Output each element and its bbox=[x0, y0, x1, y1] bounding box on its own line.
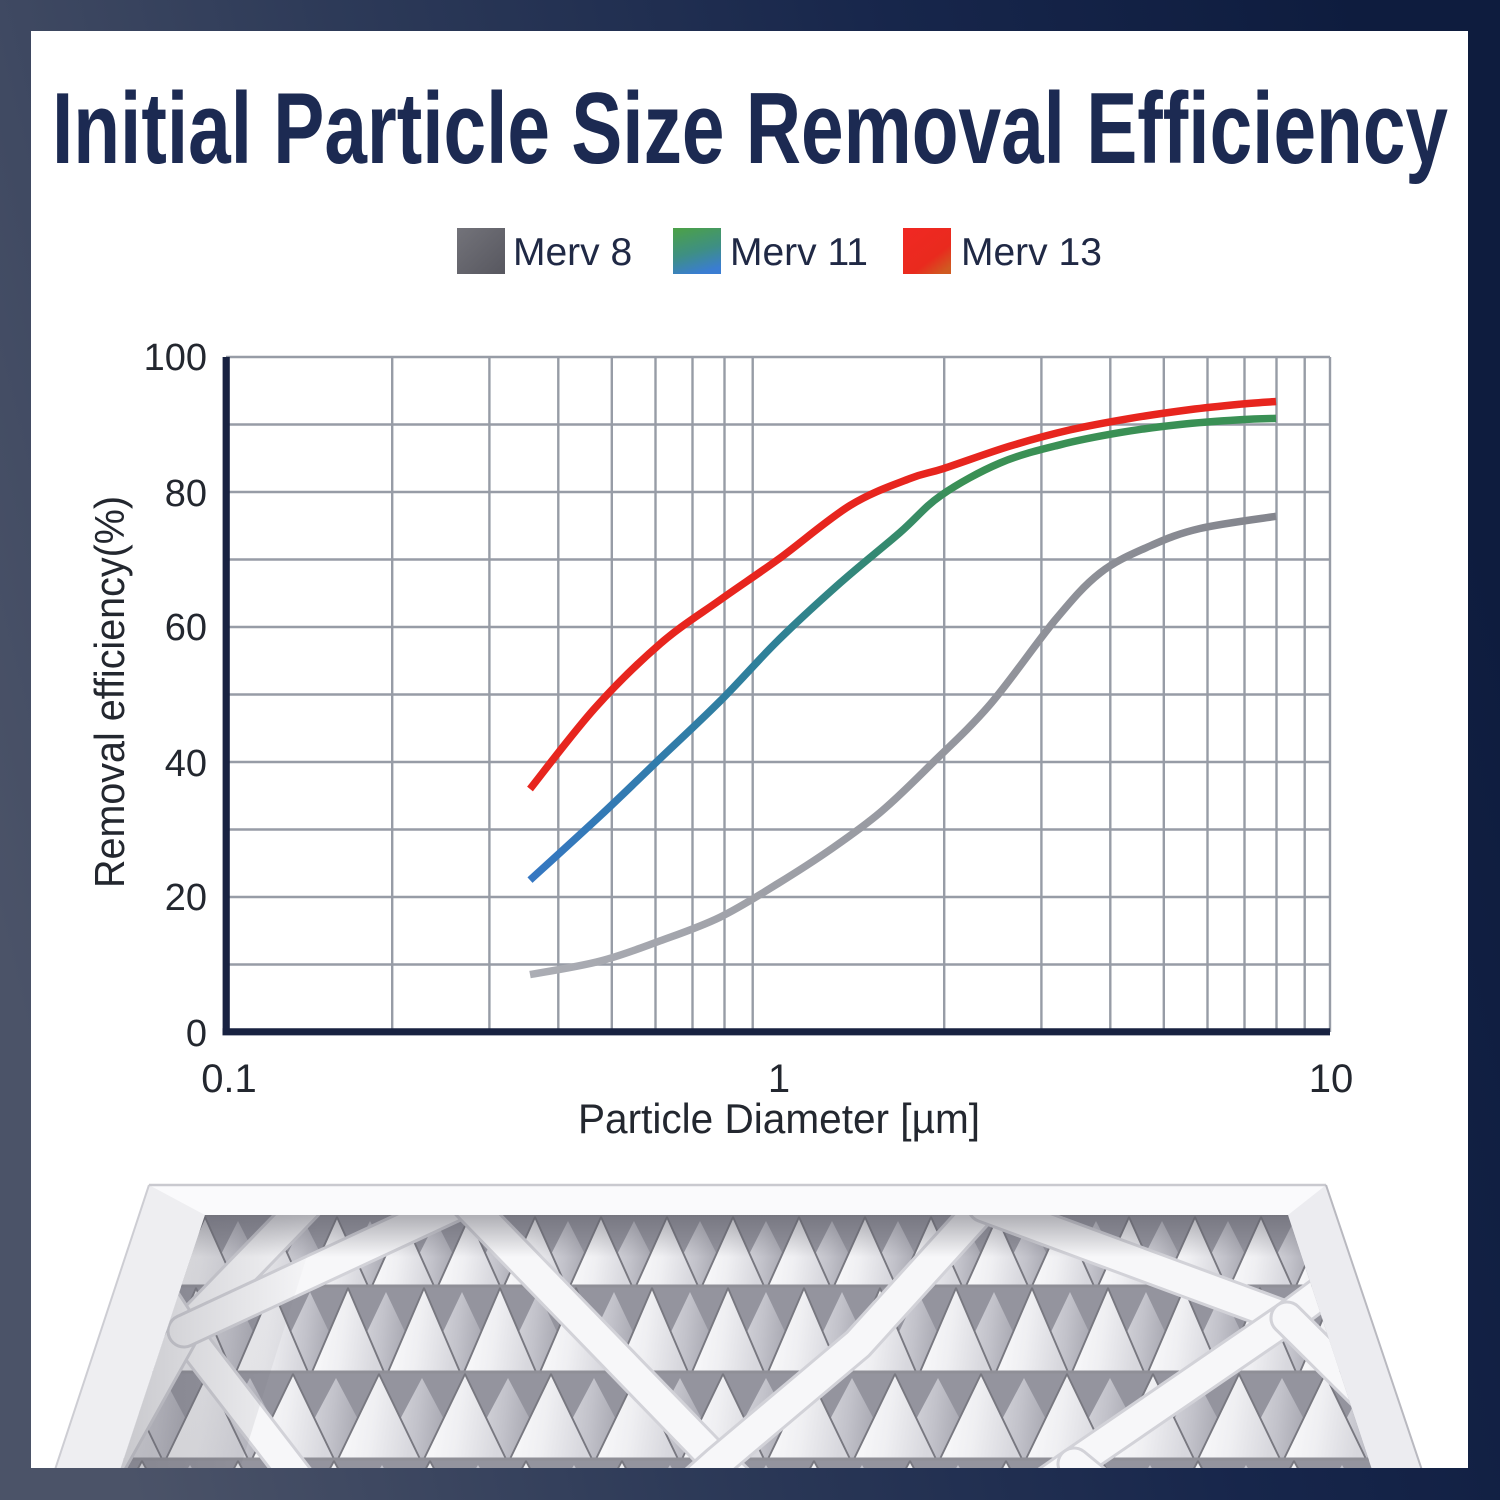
svg-text:0: 0 bbox=[186, 1013, 207, 1055]
svg-text:Particle Diameter [µm]: Particle Diameter [µm] bbox=[578, 1095, 980, 1142]
svg-text:Initial Particle Size Removal: Initial Particle Size Removal Efficiency bbox=[52, 73, 1448, 185]
svg-text:20: 20 bbox=[165, 877, 207, 919]
svg-text:Merv 8: Merv 8 bbox=[513, 231, 632, 274]
svg-text:100: 100 bbox=[144, 337, 207, 379]
svg-text:60: 60 bbox=[165, 607, 207, 649]
svg-text:40: 40 bbox=[165, 743, 207, 785]
svg-text:Removal efficiency(%): Removal efficiency(%) bbox=[86, 496, 133, 888]
svg-text:80: 80 bbox=[165, 473, 207, 515]
svg-text:0.1: 0.1 bbox=[201, 1057, 257, 1101]
svg-text:1: 1 bbox=[768, 1057, 790, 1101]
svg-text:Merv 13: Merv 13 bbox=[961, 231, 1102, 274]
svg-text:10: 10 bbox=[1309, 1057, 1354, 1101]
svg-text:Merv 11: Merv 11 bbox=[730, 231, 868, 274]
